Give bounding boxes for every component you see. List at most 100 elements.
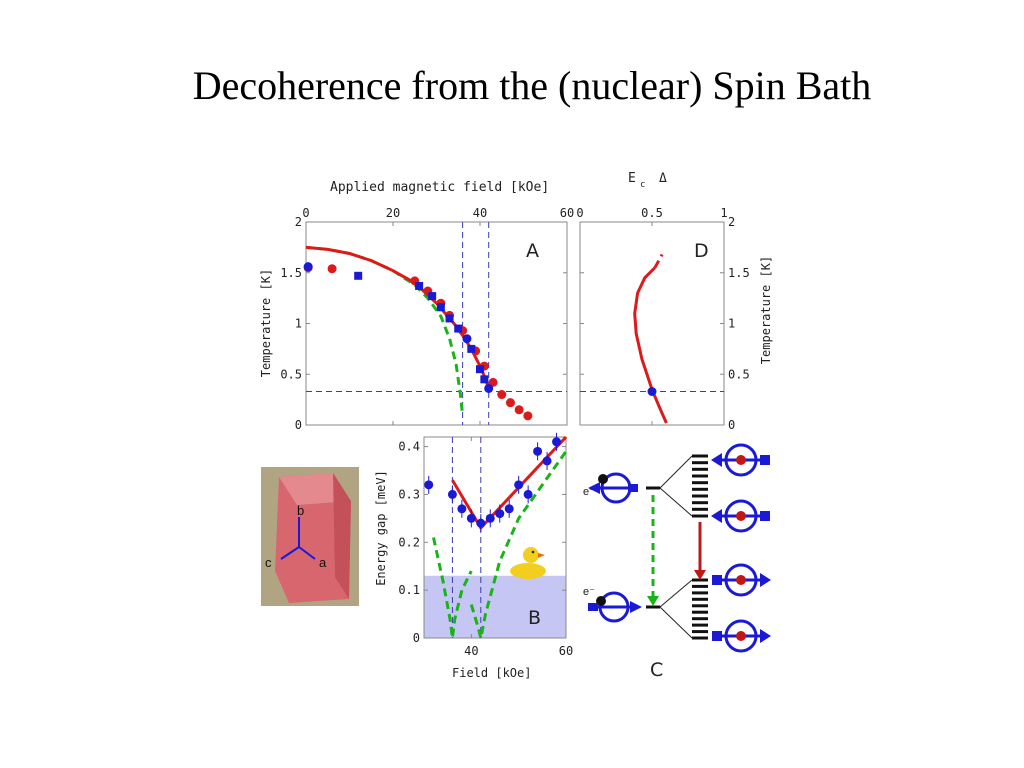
panel-d-y-tick-label: 1.5 bbox=[728, 266, 750, 280]
panel-b-point-circle-blue bbox=[447, 489, 457, 499]
split-line-lower-b bbox=[659, 606, 693, 639]
panel-a-top-axis-ec-sub: c bbox=[640, 180, 645, 190]
panel-d-series-line-red-dashed bbox=[653, 253, 664, 269]
panel-b-y-tick-label: 0 bbox=[413, 631, 420, 645]
nuclear-spin-tail bbox=[760, 455, 770, 465]
panel-a-series-line-green-dashed bbox=[305, 245, 465, 416]
panel-b-point-circle-blue bbox=[424, 480, 434, 490]
slide-title: Decoherence from the (nuclear) Spin Bath bbox=[192, 63, 872, 108]
panel-d-letter: D bbox=[694, 240, 709, 262]
nuclear-spin-icon bbox=[712, 563, 771, 597]
crystal-axis-a bbox=[298, 546, 316, 560]
panel-d-y-tick-label: 1 bbox=[728, 317, 735, 331]
panel-b-x-tick-label: 40 bbox=[464, 644, 478, 658]
panel-a-top-axis-label: Applied magnetic field [kOe] bbox=[330, 180, 549, 195]
panel-a-point-circle-red bbox=[514, 405, 524, 415]
transition-green-arrowhead bbox=[647, 596, 659, 606]
split-line-upper-a bbox=[659, 455, 693, 489]
panel-b-y-ticks: 0 0.1 0.2 0.3 0.4 bbox=[398, 440, 566, 645]
panel-b-point-circle-blue bbox=[533, 446, 543, 456]
split-line-upper-b bbox=[659, 487, 693, 517]
panel-d-series-line-red-solid bbox=[633, 266, 668, 424]
panel-d-ylabel: Temperature [K] bbox=[759, 256, 773, 364]
nuclear-spin-arrowhead bbox=[711, 509, 722, 523]
panel-a-point-square-blue bbox=[476, 365, 484, 374]
nuclear-spin-arrowhead bbox=[760, 573, 771, 587]
panel-a-x-tick-label: 40 bbox=[473, 206, 487, 220]
panel-d-x-tick-label: 0 bbox=[576, 206, 583, 220]
panel-b-point-circle-blue bbox=[485, 513, 495, 523]
panel-b-xlabel: Field [kOe] bbox=[452, 666, 531, 680]
panel-a-x-tick-label: 60 bbox=[560, 206, 574, 220]
panel-d-y-tick-label: 0.5 bbox=[728, 367, 750, 381]
panel-b-point-circle-blue bbox=[504, 504, 514, 514]
nuclear-spin-icon bbox=[711, 499, 770, 533]
crystal-photo: b c a bbox=[261, 467, 359, 606]
panel-b-series-line-green-dashed bbox=[469, 450, 568, 639]
crystal-label-c: c bbox=[265, 555, 272, 570]
panel-b-ylabel: Energy gap [meV] bbox=[374, 470, 388, 586]
electron-label-lower: e⁻ bbox=[583, 586, 595, 598]
panel-a-point-circle-red bbox=[497, 390, 507, 400]
panel-b-frame bbox=[423, 436, 567, 639]
nuclear-spin-icon bbox=[711, 443, 770, 477]
panel-c: e⁻ e⁻ C bbox=[583, 443, 771, 681]
panel-a-top-axis-ec: E bbox=[628, 171, 636, 186]
panel-a-letter: A bbox=[526, 240, 539, 262]
panel-b-y-tick-label: 0.1 bbox=[398, 583, 420, 597]
crystal-image: b c a bbox=[265, 473, 351, 603]
panel-b-shade bbox=[424, 575, 566, 638]
panel-a-point-circle-red bbox=[505, 398, 515, 408]
panel-d-x-tick-label: 1 bbox=[720, 206, 727, 220]
panel-b-x-tick-label: 60 bbox=[559, 644, 573, 658]
panel-b-point-circle-blue bbox=[457, 504, 467, 514]
nuclear-spins bbox=[711, 443, 771, 653]
panel-a-point-circle-red bbox=[327, 264, 337, 274]
crystal-body bbox=[275, 473, 351, 603]
panel-b-series-line-green-dashed bbox=[432, 537, 473, 639]
panel-b-point-circle-blue bbox=[523, 489, 533, 499]
electron-spin-lower-icon bbox=[588, 591, 642, 623]
panel-a-point-square-blue bbox=[480, 375, 489, 384]
crystal-label-a: a bbox=[319, 555, 327, 570]
panel-a-point-square-blue bbox=[415, 281, 424, 290]
panel-b-point-circle-blue bbox=[552, 437, 562, 447]
nuclear-spin-arrowhead bbox=[760, 629, 771, 643]
electron-spin-upper-icon bbox=[588, 472, 638, 504]
crystal-label-b: b bbox=[297, 503, 304, 518]
panel-b-x-ticks: 40 60 bbox=[464, 437, 573, 658]
panel-a-y-tick-label: 0.5 bbox=[280, 367, 302, 381]
panel-a-point-square-blue bbox=[467, 344, 476, 353]
hyperfine-ladders bbox=[692, 454, 708, 640]
panel-b-y-tick-label: 0.4 bbox=[398, 440, 420, 454]
panel-a-y-tick-label: 1.5 bbox=[280, 266, 302, 280]
panel-b-point-circle-blue bbox=[542, 456, 552, 466]
crystal-side-face bbox=[333, 473, 351, 599]
panel-b-point-circle-blue bbox=[514, 480, 524, 490]
panel-b-y-tick-label: 0.3 bbox=[398, 487, 420, 501]
panel-b-point-circle-blue bbox=[466, 513, 476, 523]
panel-a-top-axis-delta: Δ bbox=[659, 171, 667, 186]
panel-b-plot bbox=[424, 432, 568, 639]
panel-a-y-ticks: 0 0.5 1 1.5 2 bbox=[280, 215, 567, 432]
crystal-top-face bbox=[279, 473, 351, 505]
panel-a-point-square-blue bbox=[354, 271, 363, 280]
panel-b-point-circle-blue bbox=[476, 518, 486, 528]
panel-a-y-tick-label: 1 bbox=[295, 317, 302, 331]
panel-a-point-circle-red bbox=[523, 411, 533, 421]
panel-a-ylabel: Temperature [K] bbox=[259, 269, 273, 377]
nuclear-spin-icon bbox=[712, 619, 771, 653]
nuclear-spin-tail bbox=[760, 511, 770, 521]
panel-d-x-tick-label: 0.5 bbox=[641, 206, 663, 220]
panel-b-point-circle-blue bbox=[495, 509, 505, 519]
panel-b-letter: B bbox=[528, 607, 541, 629]
panel-a-point-square-blue bbox=[428, 292, 437, 301]
panel-a-x-tick-label: 0 bbox=[302, 206, 309, 220]
panel-d-x-ticks: 0 0.5 1 bbox=[576, 206, 728, 425]
panel-b-shaded-region bbox=[424, 575, 566, 638]
rubber-duck-icon bbox=[510, 547, 546, 579]
nuclear-spin-core bbox=[736, 575, 746, 585]
panel-a-point-circle-blue bbox=[303, 262, 313, 272]
panel-d-plot bbox=[580, 253, 724, 424]
